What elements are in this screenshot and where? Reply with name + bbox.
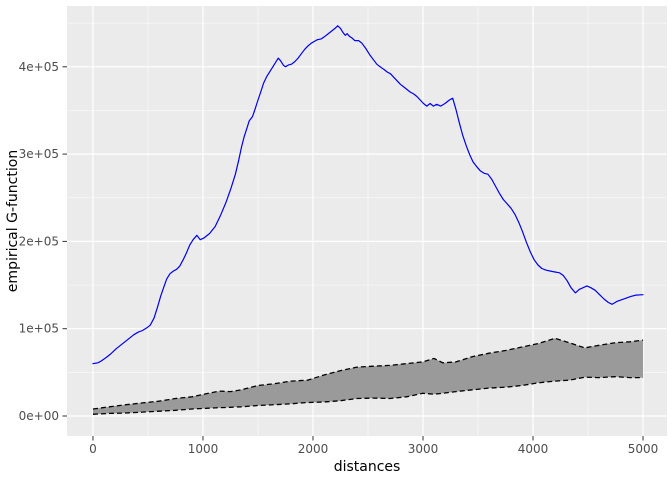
y-tick-label: 4e+05 (19, 60, 59, 74)
g-function-path (92, 25, 644, 365)
x-axis-title: distances (334, 459, 401, 475)
x-tick-label: 4000 (518, 442, 549, 456)
y-tick-label: 3e+05 (19, 147, 59, 161)
envelope-lower-border (92, 376, 643, 415)
axis-tick-marks (62, 66, 644, 441)
envelope-upper-border (92, 337, 644, 410)
x-tick-label: 0 (89, 442, 97, 456)
y-tick-label: 0e+00 (19, 409, 59, 423)
x-tick-label: 2000 (298, 442, 329, 456)
envelope-fill (93, 338, 643, 415)
y-tick-label: 2e+05 (19, 234, 59, 248)
x-tick-label: 3000 (408, 442, 439, 456)
y-tick-label: 1e+05 (19, 322, 59, 336)
grid-major-lines (67, 6, 667, 436)
y-axis-title: empirical G-function (5, 150, 21, 292)
x-tick-label: 5000 (628, 442, 659, 456)
axis-tick-labels: 0 1000 2000 3000 4000 5000 0e+00 1e+05 2e+05 3e+0… (19, 60, 659, 456)
g-function-line (92, 25, 644, 365)
envelope-ribbon (92, 337, 644, 415)
x-tick-label: 1000 (188, 442, 219, 456)
